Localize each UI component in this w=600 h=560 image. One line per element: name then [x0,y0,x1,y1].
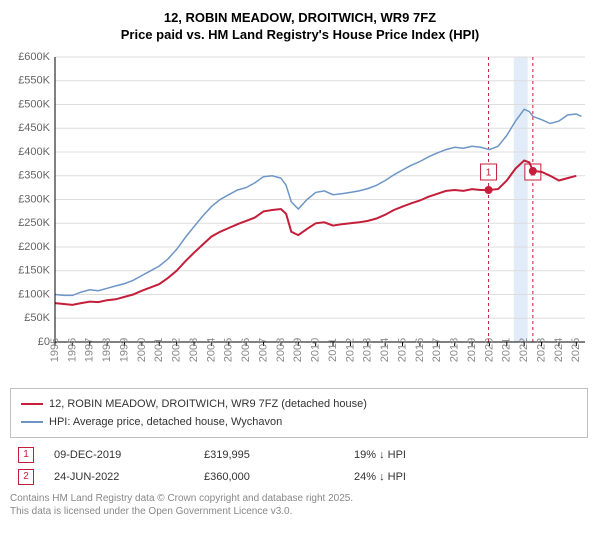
svg-text:£50K: £50K [24,312,50,324]
annotation-marker: 2 [18,469,34,485]
svg-text:£450K: £450K [18,122,50,134]
annotation-date: 09-DEC-2019 [54,449,204,461]
annotation-price: £360,000 [204,471,354,483]
svg-text:£250K: £250K [18,217,50,229]
title-line-2: Price paid vs. HM Land Registry's House … [10,27,590,44]
svg-text:2024: 2024 [553,338,565,362]
legend-item: HPI: Average price, detached house, Wych… [21,413,577,431]
svg-text:2025: 2025 [570,338,582,362]
svg-text:2019: 2019 [466,338,478,362]
svg-text:2012: 2012 [344,338,356,362]
svg-text:2020: 2020 [483,338,495,362]
svg-text:1997: 1997 [84,338,96,362]
attribution-line: This data is licensed under the Open Gov… [10,505,590,518]
svg-text:1995: 1995 [49,338,61,362]
svg-text:£550K: £550K [18,74,50,86]
svg-text:£100K: £100K [18,288,50,300]
legend-swatch [21,403,43,405]
chart-area: £0£50K£100K£150K£200K£250K£300K£350K£400… [10,52,590,382]
svg-text:1996: 1996 [66,338,78,362]
svg-text:2000: 2000 [136,338,148,362]
svg-text:1998: 1998 [101,338,113,362]
svg-text:2007: 2007 [257,338,269,362]
legend: 12, ROBIN MEADOW, DROITWICH, WR9 7FZ (de… [10,388,588,438]
annotation-date: 24-JUN-2022 [54,471,204,483]
svg-text:2011: 2011 [327,338,339,362]
svg-text:£600K: £600K [18,52,50,63]
svg-text:2015: 2015 [396,338,408,362]
svg-text:2017: 2017 [431,338,443,362]
svg-text:£150K: £150K [18,264,50,276]
svg-text:£350K: £350K [18,169,50,181]
attribution-line: Contains HM Land Registry data © Crown c… [10,492,590,505]
line-chart: £0£50K£100K£150K£200K£250K£300K£350K£400… [10,52,590,382]
annotation-delta: 24% ↓ HPI [354,471,504,483]
legend-label: HPI: Average price, detached house, Wych… [49,416,282,428]
svg-text:1: 1 [486,167,492,178]
svg-text:2003: 2003 [188,338,200,362]
annotation-row: 2 24-JUN-2022 £360,000 24% ↓ HPI [10,466,590,488]
svg-text:2013: 2013 [362,338,374,362]
svg-text:2005: 2005 [223,338,235,362]
attribution: Contains HM Land Registry data © Crown c… [10,492,590,518]
svg-text:1999: 1999 [118,338,130,362]
svg-text:2016: 2016 [414,338,426,362]
svg-text:2023: 2023 [535,338,547,362]
svg-text:£300K: £300K [18,193,50,205]
svg-text:2018: 2018 [449,338,461,362]
svg-text:2022: 2022 [518,338,530,362]
annotation-table: 1 09-DEC-2019 £319,995 19% ↓ HPI 2 24-JU… [10,444,590,488]
svg-text:2008: 2008 [275,338,287,362]
svg-text:2010: 2010 [310,338,322,362]
annotation-row: 1 09-DEC-2019 £319,995 19% ↓ HPI [10,444,590,466]
title-line-1: 12, ROBIN MEADOW, DROITWICH, WR9 7FZ [10,10,590,27]
svg-text:£200K: £200K [18,241,50,253]
svg-text:2021: 2021 [501,338,513,362]
chart-title: 12, ROBIN MEADOW, DROITWICH, WR9 7FZ Pri… [10,10,590,44]
annotation-delta: 19% ↓ HPI [354,449,504,461]
svg-text:2001: 2001 [153,338,165,362]
svg-text:2014: 2014 [379,338,391,362]
svg-text:2006: 2006 [240,338,252,362]
svg-text:£400K: £400K [18,146,50,158]
svg-text:2004: 2004 [205,338,217,362]
legend-item: 12, ROBIN MEADOW, DROITWICH, WR9 7FZ (de… [21,395,577,413]
svg-text:2002: 2002 [171,338,183,362]
annotation-price: £319,995 [204,449,354,461]
svg-text:2009: 2009 [292,338,304,362]
annotation-marker: 1 [18,447,34,463]
svg-text:£500K: £500K [18,98,50,110]
legend-label: 12, ROBIN MEADOW, DROITWICH, WR9 7FZ (de… [49,398,367,410]
legend-swatch [21,421,43,423]
